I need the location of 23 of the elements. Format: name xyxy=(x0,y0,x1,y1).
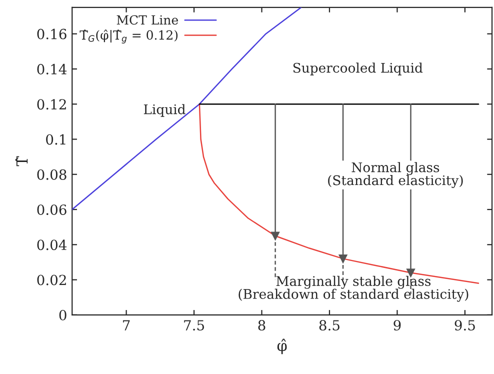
x-tick-label: 8 xyxy=(258,320,266,331)
x-tick-label: 7.5 xyxy=(184,320,204,331)
annotation: Normal glass (Standard elasticity) xyxy=(328,162,463,188)
annotation: Supercooled Liquid xyxy=(293,62,423,76)
y-tick-label: 0.04 xyxy=(37,240,67,250)
x-tick-label: 9.5 xyxy=(454,320,475,331)
y-tick-label: 0.14 xyxy=(37,64,67,74)
y-axis-title: T̂ xyxy=(15,156,28,166)
y-tick-label: 0.16 xyxy=(37,28,66,40)
x-tick-label: 7 xyxy=(123,320,130,330)
y-tick-label: 0 xyxy=(59,310,66,320)
legend-label: T̂$_{G}$(φ̂|T̂$_{g}$ = 0.12) xyxy=(80,30,178,44)
x-tick-label: 9 xyxy=(394,320,401,331)
legend-label: MCT Line xyxy=(116,15,178,25)
y-tick-label: 0.08 xyxy=(37,169,66,180)
y-tick-label: 0.06 xyxy=(37,204,66,215)
y-tick-label: 0.12 xyxy=(37,99,66,110)
x-tick-label: 8.5 xyxy=(319,320,340,331)
x-axis-title: φ̂ xyxy=(277,338,287,354)
annotation: Liquid xyxy=(144,104,186,117)
y-tick-label: 0.02 xyxy=(37,274,66,286)
y-tick-label: 0.1 xyxy=(46,134,66,145)
annotation: Marginally stable glass (Breakdown of standard elasticity) xyxy=(238,276,468,302)
